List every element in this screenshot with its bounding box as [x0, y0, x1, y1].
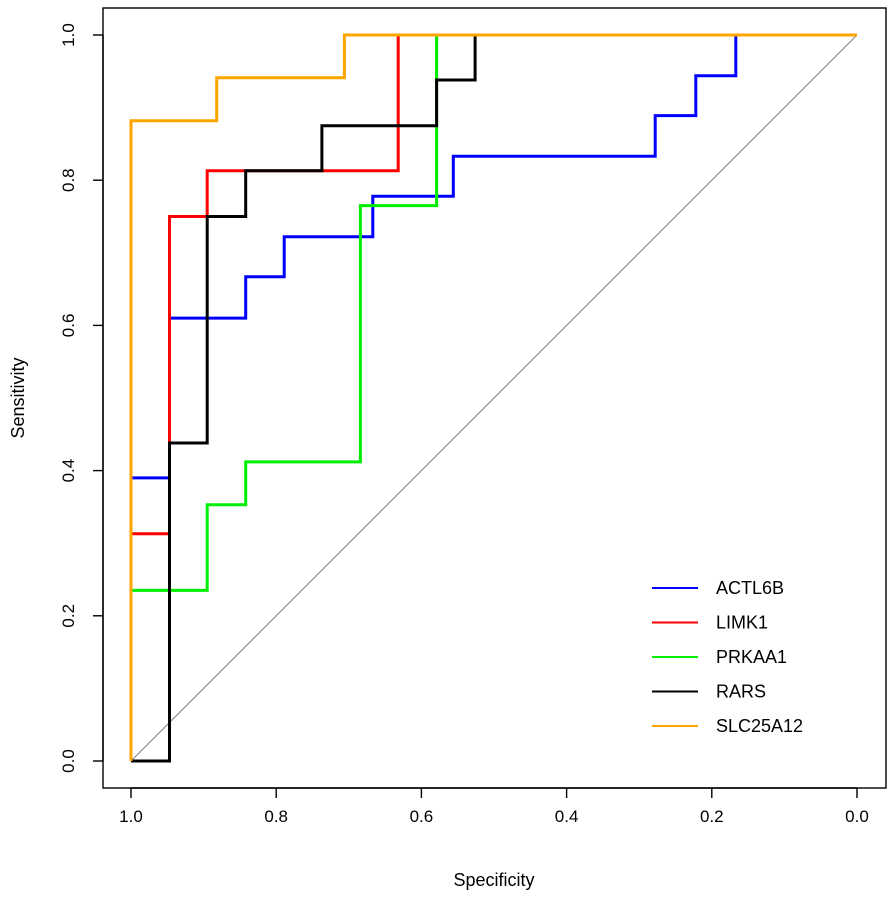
reference-diagonal-line	[130, 34, 858, 762]
y-tick-label: 0.0	[59, 749, 78, 773]
legend-label-prkaa1: PRKAA1	[716, 647, 787, 667]
x-tick-label: 0.6	[410, 807, 434, 826]
y-tick-label: 0.4	[59, 459, 78, 483]
y-tick-label: 1.0	[59, 23, 78, 47]
series-line-slc25a12	[129, 33, 857, 761]
y-axis-title: Sensitivity	[8, 357, 28, 438]
y-tick-label: 0.2	[59, 604, 78, 628]
x-tick-label: 0.2	[700, 807, 724, 826]
x-axis: 1.0 0.8 0.6 0.4 0.2 0.0	[119, 787, 869, 826]
x-tick-label: 0.8	[264, 807, 288, 826]
x-axis-title: Specificity	[453, 870, 534, 890]
legend: ACTL6B LIMK1 PRKAA1 RARS SLC25A12	[652, 578, 803, 736]
reference-layer	[130, 34, 858, 762]
x-tick-label: 0.4	[555, 807, 579, 826]
y-axis: 0.0 0.2 0.4 0.6 0.8 1.0	[59, 23, 104, 773]
legend-label-slc25a12: SLC25A12	[716, 716, 803, 736]
legend-label-rars: RARS	[716, 682, 766, 702]
x-tick-label: 1.0	[119, 807, 143, 826]
series-line-rars	[131, 33, 857, 763]
legend-label-actl6b: ACTL6B	[716, 578, 784, 598]
x-tick-label: 0.0	[845, 807, 869, 826]
series-line-prkaa1	[129, 33, 857, 761]
y-tick-label: 0.6	[59, 314, 78, 338]
series-line-limk1	[129, 33, 857, 761]
series-layer	[129, 33, 857, 763]
y-tick-label: 0.8	[59, 168, 78, 192]
legend-label-limk1: LIMK1	[716, 613, 768, 633]
